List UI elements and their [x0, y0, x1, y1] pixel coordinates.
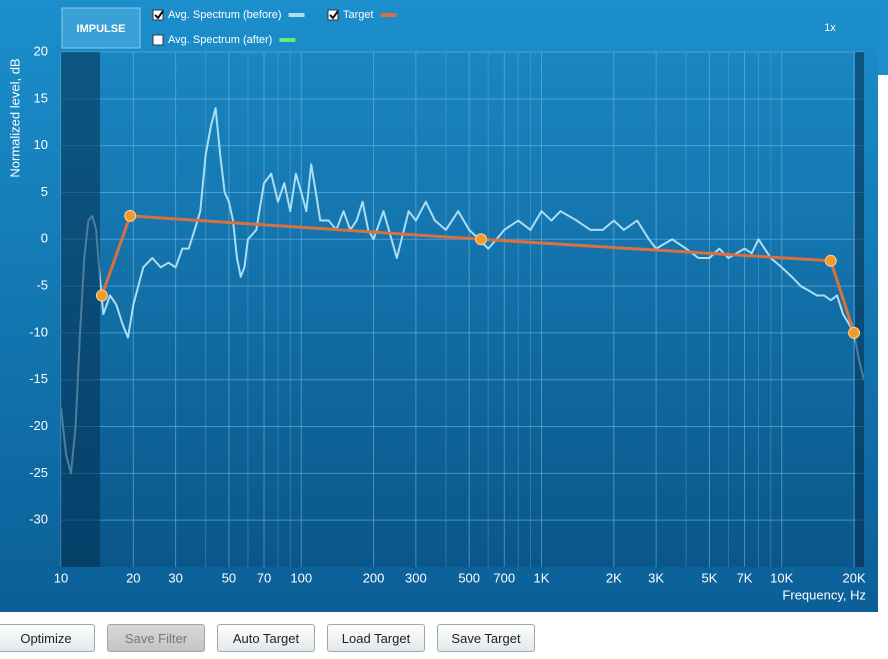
- logo: [61, 7, 141, 49]
- y-tick-label: 20: [34, 43, 48, 58]
- x-tick-label: 20K: [842, 570, 865, 585]
- y-axis-label: Normalized level, dB: [7, 58, 22, 177]
- y-tick-label: -15: [29, 371, 48, 386]
- legend-label: Avg. Spectrum (before): [168, 9, 282, 21]
- button: Save Filter: [107, 624, 205, 652]
- checkmark: [154, 10, 164, 20]
- button[interactable]: Auto Target: [217, 624, 315, 652]
- x-tick-label: 30: [168, 570, 182, 585]
- chart: IMPULSE 1x Normalized level, dB Frequenc…: [0, 0, 888, 612]
- legend-checkbox[interactable]: [327, 9, 339, 21]
- target-point: [824, 254, 837, 267]
- legend-label: Target: [343, 9, 374, 21]
- out-of-range-shade: [855, 52, 864, 567]
- x-tick-label: 5K: [701, 570, 717, 585]
- y-tick-label: -20: [29, 418, 48, 433]
- y-tick-label: -25: [29, 465, 48, 480]
- plot-area: [61, 52, 864, 567]
- x-tick-label: 50: [222, 570, 236, 585]
- logo-text: IMPULSE: [77, 23, 126, 35]
- target-point: [95, 289, 108, 302]
- target-point: [124, 209, 137, 222]
- target-point: [848, 326, 861, 339]
- x-tick-label: 200: [363, 570, 385, 585]
- button[interactable]: Optimize: [0, 624, 95, 652]
- button[interactable]: Load Target: [327, 624, 425, 652]
- x-tick-label: 2K: [606, 570, 622, 585]
- panel-edge: [878, 0, 888, 75]
- x-tick-label: 10K: [770, 570, 793, 585]
- x-tick-label: 700: [493, 570, 515, 585]
- out-of-range-shade: [61, 52, 100, 567]
- y-tick-label: -30: [29, 512, 48, 527]
- x-axis-label: Frequency, Hz: [782, 587, 866, 602]
- x-tick-label: 20: [126, 570, 140, 585]
- legend-checkbox[interactable]: [152, 9, 164, 21]
- legend-swatch: [288, 13, 305, 17]
- y-tick-label: -10: [29, 324, 48, 339]
- zoom-label[interactable]: 1x: [824, 22, 836, 34]
- x-tick-label: 100: [290, 570, 312, 585]
- x-tick-label: 500: [458, 570, 480, 585]
- x-tick-label: 300: [405, 570, 427, 585]
- legend-swatch: [380, 13, 397, 17]
- x-tick-label: 1K: [534, 570, 550, 585]
- target-point: [474, 233, 487, 246]
- checkmark: [329, 10, 339, 20]
- y-tick-label: 5: [41, 184, 48, 199]
- x-tick-label: 7K: [737, 570, 753, 585]
- legend-swatch: [279, 38, 296, 42]
- x-tick-label: 3K: [648, 570, 664, 585]
- x-tick-label: 10: [54, 570, 68, 585]
- y-tick-label: -5: [36, 278, 48, 293]
- legend-checkbox[interactable]: [152, 34, 164, 46]
- legend-label: Avg. Spectrum (after): [168, 34, 272, 46]
- button[interactable]: Save Target: [437, 624, 535, 652]
- y-tick-label: 0: [41, 231, 48, 246]
- x-tick-label: 70: [257, 570, 271, 585]
- y-tick-label: 10: [34, 137, 48, 152]
- y-tick-label: 15: [34, 90, 48, 105]
